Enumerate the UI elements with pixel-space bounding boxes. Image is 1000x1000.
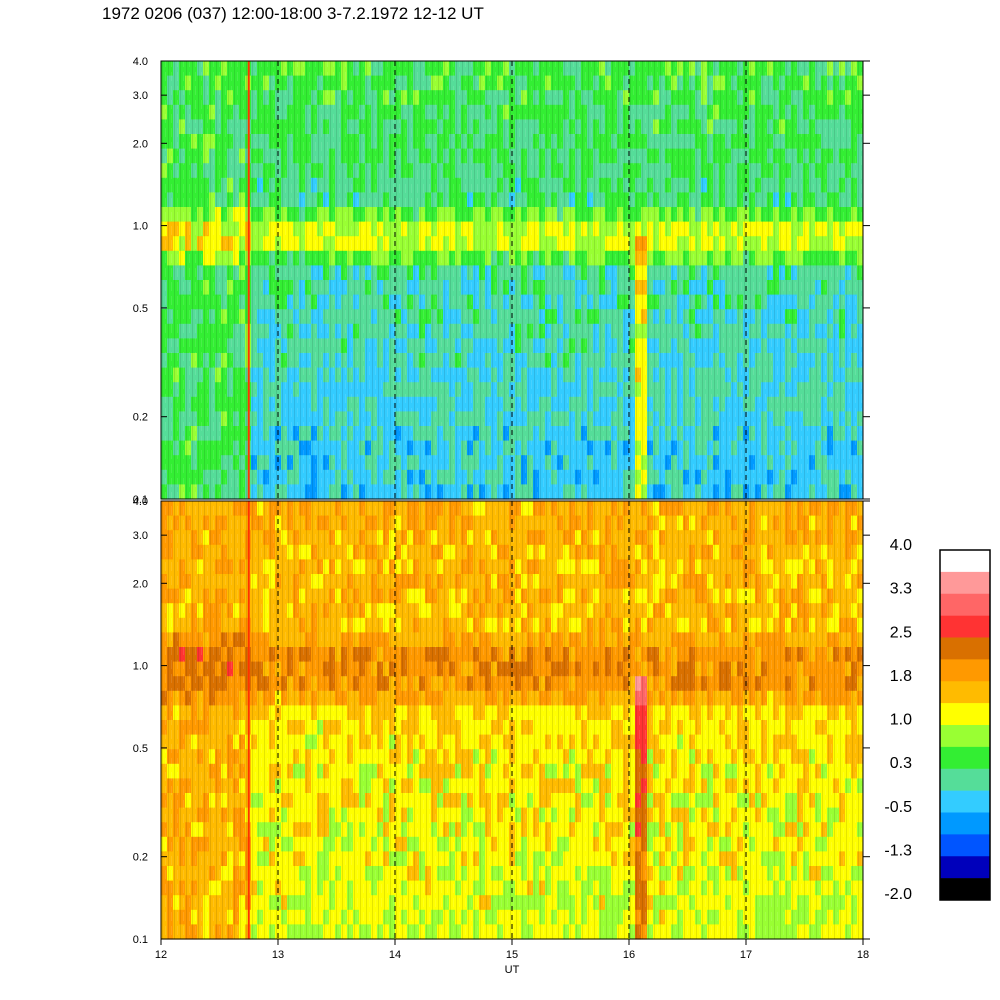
- x-tick-label: 18: [857, 949, 869, 961]
- colorbar-swatch: [940, 768, 990, 791]
- colorbar-swatch: [940, 593, 990, 616]
- colorbar-swatch: [940, 878, 990, 901]
- colorbar-frame: [939, 549, 991, 901]
- y-tick-label: 3.0: [133, 530, 148, 542]
- colorbar-label: 1.0: [890, 712, 912, 729]
- x-tick-label: 15: [506, 949, 518, 961]
- y-tick-label: 4.0: [133, 496, 148, 508]
- colorbar-swatch: [940, 725, 990, 748]
- colorbar-label: -2.0: [884, 886, 912, 903]
- x-tick-label: 16: [623, 949, 635, 961]
- colorbar-swatch: [940, 856, 990, 879]
- colorbar: 4.0 3.3 2.5 1.8 1.0 0.3 -0.5 -1.3 -2.0: [884, 537, 991, 903]
- x-tick-label: 14: [389, 949, 401, 961]
- colorbar-swatch: [940, 659, 990, 682]
- colorbar-swatch: [940, 637, 990, 660]
- colorbar-swatch: [940, 681, 990, 704]
- colorbar-swatch: [940, 703, 990, 726]
- colorbar-label: -0.5: [884, 799, 912, 816]
- chart-title: 1972 0206 (037) 12:00-18:00 3-7.2.1972 1…: [102, 4, 484, 23]
- colorbar-label: -1.3: [884, 842, 912, 859]
- colorbar-swatch: [940, 571, 990, 595]
- y-tick-label: 0.5: [133, 303, 148, 315]
- colorbar-label: 4.0: [890, 537, 912, 554]
- y-tick-label: 1.0: [133, 221, 148, 233]
- y-tick-label: 1.0: [133, 661, 148, 673]
- y-tick-label: 0.2: [133, 852, 148, 864]
- y-tick-label: 0.5: [133, 743, 148, 755]
- y-tick-label: 0.1: [133, 934, 148, 946]
- y-tick-label: 4.0: [133, 56, 148, 68]
- colorbar-label: 2.5: [890, 624, 912, 641]
- y-tick-label: 3.0: [133, 90, 148, 102]
- x-tick-label: 17: [740, 949, 752, 961]
- upper-y-axis: 0.1 0.2 0.5 1.0 2.0 3.0 4.0: [133, 56, 870, 506]
- colorbar-swatch: [940, 615, 990, 638]
- upper-panel-frame: [160, 60, 864, 500]
- colorbar-label: 3.3: [890, 581, 912, 598]
- x-tick-label: 12: [155, 949, 167, 961]
- upper-spectrogram-panel: 0.1 0.2 0.5 1.0 2.0 3.0 4.0: [133, 56, 870, 506]
- lower-x-axis: 12 13 14 15 16 17 18 UT: [155, 939, 869, 976]
- colorbar-swatch: [940, 812, 990, 835]
- upper-event-markers: [247, 61, 747, 499]
- colorbar-swatch: [940, 790, 990, 813]
- x-axis-label: UT: [505, 964, 520, 976]
- colorbar-swatch: [940, 550, 990, 573]
- x-tick-label: 13: [272, 949, 284, 961]
- colorbar-swatch: [940, 834, 990, 857]
- y-tick-label: 0.2: [133, 412, 148, 424]
- lower-event-markers: [247, 501, 747, 939]
- y-tick-label: 0.1: [133, 494, 148, 506]
- colorbar-label: 1.8: [890, 668, 912, 685]
- y-tick-label: 2.0: [133, 138, 148, 150]
- colorbar-label: 0.3: [890, 755, 912, 772]
- colorbar-swatch: [940, 746, 990, 770]
- y-tick-label: 2.0: [133, 578, 148, 590]
- lower-y-axis: 0.1 0.2 0.5 1.0 2.0 3.0 4.0: [133, 496, 870, 946]
- lower-spectrogram-panel: 0.1 0.2 0.5 1.0 2.0 3.0 4.0 12 13 14 15 16 17 18 UT: [133, 496, 870, 976]
